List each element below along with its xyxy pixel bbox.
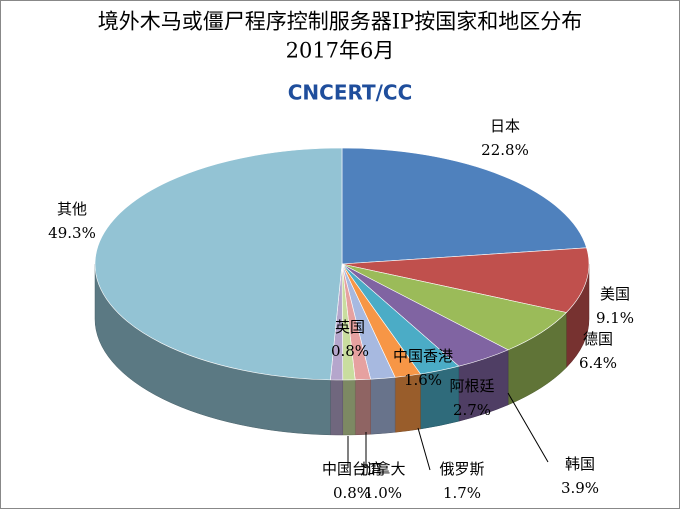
data-label-value: 1.0% <box>364 484 402 502</box>
data-label-name: 俄罗斯 <box>439 460 484 478</box>
data-label-name: 德国 <box>583 330 613 348</box>
data-label-value: 2.7% <box>453 401 491 419</box>
slice-side <box>342 379 356 436</box>
slice-side <box>330 379 344 436</box>
data-label-name: 英国 <box>335 318 365 336</box>
slice <box>94 147 343 381</box>
data-label-name: 中国台湾 <box>322 460 382 478</box>
data-label-name: 阿根廷 <box>449 377 494 395</box>
data-label-value: 1.7% <box>443 484 481 502</box>
data-label-value: 0.8% <box>331 342 369 360</box>
chart-title: 境外木马或僵尸程序控制服务器IP按国家和地区分布 <box>98 10 582 34</box>
data-label-name: 美国 <box>600 285 630 303</box>
slice <box>341 147 587 265</box>
data-label-name: 其他 <box>57 200 87 218</box>
data-label-value: 49.3% <box>48 224 96 242</box>
data-label-value: 22.8% <box>481 141 529 159</box>
data-label-value: 0.8% <box>333 484 371 502</box>
data-label-name: 加拿大 <box>360 460 405 478</box>
chart-subtitle: 2017年6月 <box>286 39 395 63</box>
data-label-value: 6.4% <box>579 354 617 372</box>
leader-line <box>417 427 431 471</box>
data-label-value: 1.6% <box>404 371 442 389</box>
data-label-value: 9.1% <box>596 309 634 327</box>
data-label-name: 韩国 <box>565 455 595 473</box>
leader-line <box>507 392 549 463</box>
data-label-name: 中国香港 <box>393 347 453 365</box>
logo: CNCERT/CC <box>288 81 413 105</box>
data-label-name: 日本 <box>490 117 520 135</box>
slice-side <box>370 377 396 435</box>
data-label-value: 3.9% <box>561 479 599 497</box>
slice-side <box>354 378 371 436</box>
slice <box>341 247 590 313</box>
